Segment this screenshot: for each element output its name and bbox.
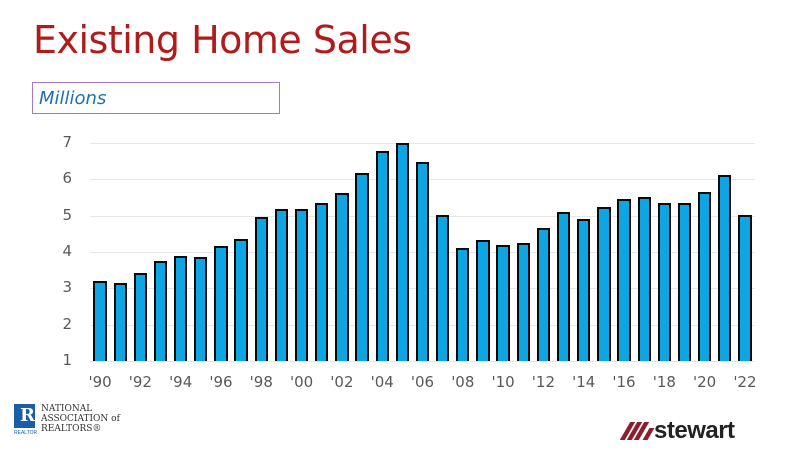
bar xyxy=(234,238,248,361)
stewart-logo: stewart xyxy=(619,417,735,445)
page-title: Existing Home Sales xyxy=(33,18,412,62)
bar-chart: 1 2 3 4 5 6 7 '90 '92 '94 '96 '98 '00 '02 '04 '06 '08 '10… xyxy=(62,133,757,391)
stewart-stripes-icon xyxy=(619,422,655,440)
gridline xyxy=(90,143,755,144)
bar xyxy=(677,203,692,361)
bar xyxy=(375,150,389,361)
bar xyxy=(617,199,631,361)
bar xyxy=(577,218,591,361)
gridline xyxy=(90,361,755,362)
bar xyxy=(556,212,571,361)
x-tick-label: '04 xyxy=(370,373,394,391)
y-tick-label: 1 xyxy=(62,351,72,369)
bar xyxy=(395,143,409,361)
bar xyxy=(597,206,611,361)
bar xyxy=(153,261,168,361)
x-tick-label: '10 xyxy=(491,373,515,391)
y-tick-label: 5 xyxy=(62,205,72,224)
bar xyxy=(536,228,551,361)
x-tick-label: '06 xyxy=(410,373,435,391)
bar xyxy=(194,257,208,361)
bar xyxy=(214,245,228,361)
bar xyxy=(516,242,530,361)
x-tick-label: '96 xyxy=(209,373,233,391)
x-tick-label: '12 xyxy=(531,373,556,391)
x-tick-label: '92 xyxy=(128,373,152,391)
bar xyxy=(496,245,510,361)
x-tick-label: '90 xyxy=(88,373,112,391)
bar xyxy=(657,203,671,361)
x-tick-label: '14 xyxy=(572,373,596,391)
x-tick-label: '02 xyxy=(330,373,354,391)
bar xyxy=(738,214,752,361)
x-tick-label: '16 xyxy=(612,373,636,391)
bar xyxy=(335,192,349,361)
bar xyxy=(113,283,127,361)
bar xyxy=(315,203,329,361)
bar xyxy=(274,209,289,361)
bar xyxy=(456,248,470,361)
x-tick-label: '94 xyxy=(169,373,193,391)
realtor-r-icon: R REALTOR xyxy=(14,404,38,436)
bar xyxy=(436,214,450,361)
bar xyxy=(355,172,369,361)
y-tick-label: 2 xyxy=(62,314,72,333)
unit-label: Millions xyxy=(39,88,107,109)
bar xyxy=(718,174,732,361)
unit-box: Millions xyxy=(32,82,280,114)
x-tick-label: '98 xyxy=(249,373,273,391)
x-tick-label: '22 xyxy=(733,373,757,391)
bar xyxy=(476,239,490,361)
x-tick-label: '08 xyxy=(451,373,475,391)
nar-text: NATIONAL ASSOCIATION of REALTORS® xyxy=(41,404,120,434)
bar xyxy=(133,272,148,361)
y-tick-label: 6 xyxy=(62,169,72,188)
bar xyxy=(294,209,309,361)
x-tick-label: '00 xyxy=(289,373,314,391)
nar-logo: R REALTOR NATIONAL ASSOCIATION of REALTO… xyxy=(14,404,120,436)
bar xyxy=(174,255,188,361)
x-tick-label: '18 xyxy=(652,373,676,391)
bar xyxy=(637,197,651,361)
y-tick-label: 4 xyxy=(62,242,72,260)
bar xyxy=(415,161,430,361)
x-tick-label: '20 xyxy=(693,373,717,391)
bar xyxy=(93,280,107,361)
bar xyxy=(697,192,712,361)
y-tick-label: 7 xyxy=(62,133,72,151)
bar xyxy=(254,216,268,361)
y-tick-label: 3 xyxy=(62,278,72,297)
